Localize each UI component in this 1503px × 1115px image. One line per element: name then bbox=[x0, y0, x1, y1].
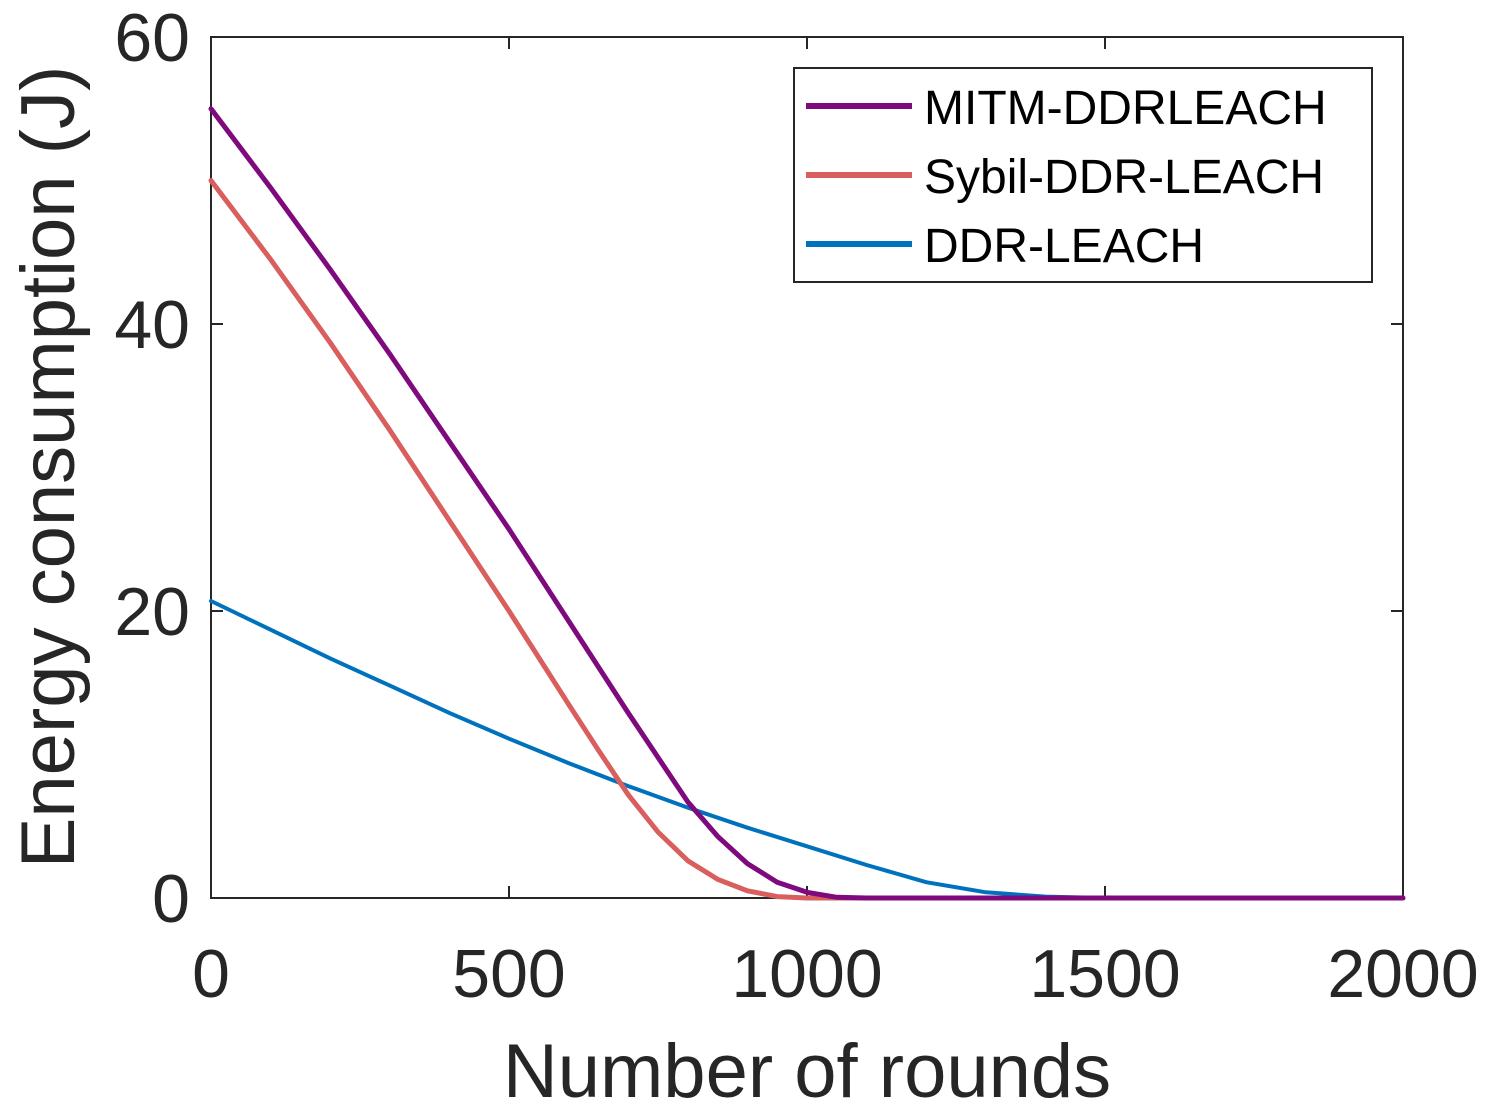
x-tick-label: 2000 bbox=[1327, 936, 1478, 1012]
legend-label-sybil: Sybil-DDR-LEACH bbox=[924, 151, 1324, 204]
legend-item-sybil: Sybil-DDR-LEACH bbox=[806, 151, 1324, 204]
x-tick-label: 1000 bbox=[731, 936, 882, 1012]
legend: MITM-DDRLEACH Sybil-DDR-LEACH DDR-LEACH bbox=[793, 67, 1373, 283]
y-tick-label: 60 bbox=[114, 0, 190, 76]
legend-label-ddr: DDR-LEACH bbox=[924, 220, 1204, 273]
y-tick-label: 20 bbox=[114, 574, 190, 650]
x-tick-label: 1500 bbox=[1029, 936, 1180, 1012]
y-axis-label: Energy consumption (J) bbox=[6, 66, 91, 869]
series-line-ddr-leach bbox=[209, 599, 1405, 900]
legend-item-mitm: MITM-DDRLEACH bbox=[806, 82, 1327, 135]
x-tick-label: 500 bbox=[452, 936, 565, 1012]
series-line-mitm-ddrleach bbox=[208, 106, 1406, 901]
series-layer bbox=[208, 106, 1406, 901]
legend-label-mitm: MITM-DDRLEACH bbox=[924, 82, 1327, 135]
y-tick-label: 40 bbox=[114, 287, 190, 363]
ticks-layer: 0 500 1000 1500 2000 0 20 40 60 bbox=[114, 0, 1478, 1012]
y-tick-label: 0 bbox=[152, 861, 190, 937]
x-tick-label: 0 bbox=[192, 936, 230, 1012]
series-line-sybil-ddr-leach bbox=[208, 178, 1406, 901]
x-axis-label: Number of rounds bbox=[503, 1029, 1111, 1114]
legend-item-ddr: DDR-LEACH bbox=[806, 220, 1204, 273]
